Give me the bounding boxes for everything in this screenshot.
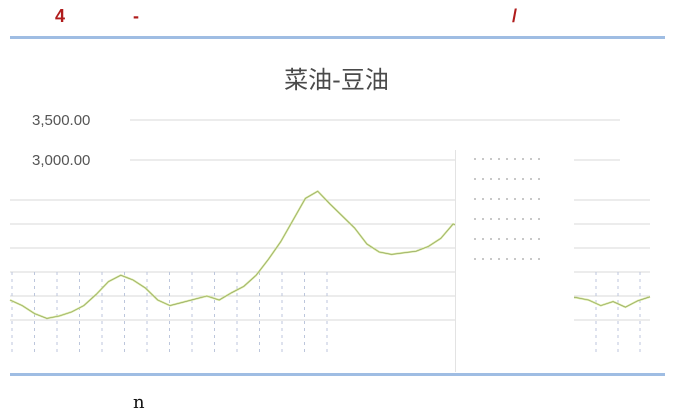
top-divider <box>10 36 665 39</box>
y-tick-label: 3,000.00 <box>32 152 90 169</box>
y-tick-label: 3,500.00 <box>32 112 90 129</box>
header-label-right: / <box>512 6 518 26</box>
ghost-row <box>474 178 544 180</box>
overlay-panel <box>455 150 574 372</box>
ghost-row <box>474 158 544 160</box>
bottom-divider <box>10 373 665 376</box>
header-label-left: 4 <box>55 6 66 26</box>
ghost-row <box>474 258 544 260</box>
ghost-row <box>474 218 544 220</box>
header-label-mid: - <box>133 6 139 26</box>
ghost-row <box>474 238 544 240</box>
footer-label: n <box>133 392 145 413</box>
chart-title: 菜油-豆油 <box>284 66 389 94</box>
ghost-row <box>474 198 544 200</box>
